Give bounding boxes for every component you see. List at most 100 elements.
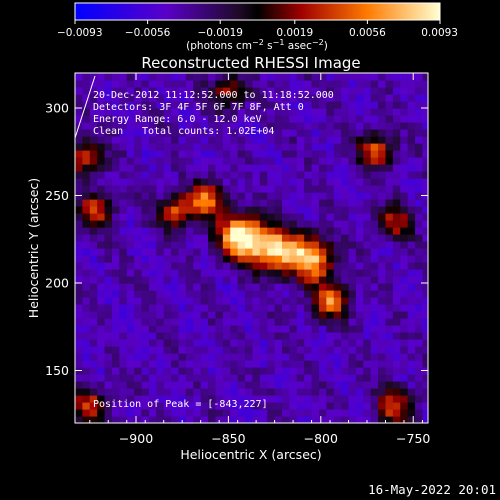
heatmap-cell bbox=[318, 374, 327, 382]
heatmap-cell bbox=[289, 87, 298, 95]
heatmap-cell bbox=[82, 227, 91, 235]
heatmap-cell bbox=[341, 94, 350, 102]
heatmap-cell bbox=[304, 178, 313, 186]
heatmap-cell bbox=[230, 416, 239, 423]
heatmap-cell bbox=[348, 73, 357, 81]
heatmap-cell bbox=[97, 395, 106, 403]
heatmap-cell bbox=[75, 227, 83, 235]
heatmap-cell bbox=[378, 304, 387, 312]
heatmap-cell bbox=[208, 150, 217, 158]
heatmap-cell bbox=[193, 199, 202, 207]
heatmap-cell bbox=[348, 283, 357, 291]
heatmap-cell bbox=[311, 262, 320, 270]
heatmap-cell bbox=[252, 94, 261, 102]
heatmap-cell bbox=[407, 339, 416, 347]
heatmap-cell bbox=[407, 108, 416, 116]
heatmap-cell bbox=[208, 206, 217, 214]
heatmap-cell bbox=[156, 353, 165, 361]
heatmap-cell bbox=[370, 206, 379, 214]
heatmap-cell bbox=[370, 171, 379, 179]
heatmap-cell bbox=[178, 248, 187, 256]
heatmap-cell bbox=[200, 164, 209, 172]
x-tick-label: −900 bbox=[119, 431, 153, 446]
heatmap-cell bbox=[156, 290, 165, 298]
heatmap-cell bbox=[311, 255, 320, 263]
heatmap-cell bbox=[215, 332, 224, 340]
heatmap-cell bbox=[89, 206, 98, 214]
heatmap-cell bbox=[415, 402, 424, 410]
heatmap-cell bbox=[126, 143, 135, 151]
heatmap-cell bbox=[156, 136, 165, 144]
heatmap-cell bbox=[311, 220, 320, 228]
heatmap-cell bbox=[252, 213, 261, 221]
heatmap-cell bbox=[171, 276, 180, 284]
heatmap-cell bbox=[111, 395, 120, 403]
heatmap-cell bbox=[97, 360, 106, 368]
heatmap-cell bbox=[215, 395, 224, 403]
heatmap-cell bbox=[171, 381, 180, 389]
heatmap-cell bbox=[318, 353, 327, 361]
heatmap-cell bbox=[378, 143, 387, 151]
heatmap-cell bbox=[193, 346, 202, 354]
heatmap-cell bbox=[281, 360, 290, 368]
heatmap-cell bbox=[296, 108, 305, 116]
heatmap-cell bbox=[341, 409, 350, 417]
heatmap-cell bbox=[407, 374, 416, 382]
heatmap-cell bbox=[311, 227, 320, 235]
heatmap-cell bbox=[163, 283, 172, 291]
heatmap-cell bbox=[289, 325, 298, 333]
heatmap-cell bbox=[230, 101, 239, 109]
heatmap-cell bbox=[252, 311, 261, 319]
heatmap-cell bbox=[363, 143, 372, 151]
heatmap-cell bbox=[141, 241, 150, 249]
heatmap-cell bbox=[296, 402, 305, 410]
heatmap-cell bbox=[289, 360, 298, 368]
heatmap-cell bbox=[363, 164, 372, 172]
heatmap-cell bbox=[274, 220, 283, 228]
heatmap-cell bbox=[333, 409, 342, 417]
heatmap-cell bbox=[363, 339, 372, 347]
heatmap-cell bbox=[267, 178, 276, 186]
heatmap-cell bbox=[200, 143, 209, 151]
heatmap-cell bbox=[163, 206, 172, 214]
heatmap-cell bbox=[104, 185, 113, 193]
heatmap-cell bbox=[156, 227, 165, 235]
heatmap-cell bbox=[141, 283, 150, 291]
heatmap-cell bbox=[274, 171, 283, 179]
heatmap-cell bbox=[318, 150, 327, 158]
heatmap-cell bbox=[148, 136, 157, 144]
heatmap-cell bbox=[134, 220, 143, 228]
heatmap-cell bbox=[274, 227, 283, 235]
heatmap-cell bbox=[97, 409, 106, 417]
heatmap-cell bbox=[318, 94, 327, 102]
heatmap-cell bbox=[326, 101, 335, 109]
heatmap-cell bbox=[178, 318, 187, 326]
heatmap-cell bbox=[370, 199, 379, 207]
heatmap-cell bbox=[281, 395, 290, 403]
heatmap-cell bbox=[185, 283, 194, 291]
heatmap-cell bbox=[304, 87, 313, 95]
heatmap-cell bbox=[304, 227, 313, 235]
heatmap-cell bbox=[200, 101, 209, 109]
heatmap-cell bbox=[208, 213, 217, 221]
heatmap-cell bbox=[318, 136, 327, 144]
heatmap-cell bbox=[289, 136, 298, 144]
heatmap-cell bbox=[400, 388, 409, 396]
heatmap-cell bbox=[163, 199, 172, 207]
heatmap-cell bbox=[237, 367, 246, 375]
heatmap-cell bbox=[193, 409, 202, 417]
heatmap-cell bbox=[311, 101, 320, 109]
heatmap-cell bbox=[370, 241, 379, 249]
heatmap-cell bbox=[134, 206, 143, 214]
heatmap-cell bbox=[281, 297, 290, 305]
heatmap-cell bbox=[119, 416, 128, 423]
heatmap-cell bbox=[385, 297, 394, 305]
heatmap-cell bbox=[82, 346, 91, 354]
heatmap-cell bbox=[333, 199, 342, 207]
heatmap-cell bbox=[148, 325, 157, 333]
heatmap-cell bbox=[274, 241, 283, 249]
heatmap-cell bbox=[82, 325, 91, 333]
heatmap-cell bbox=[252, 360, 261, 368]
heatmap-cell bbox=[304, 220, 313, 228]
heatmap-cell bbox=[215, 248, 224, 256]
